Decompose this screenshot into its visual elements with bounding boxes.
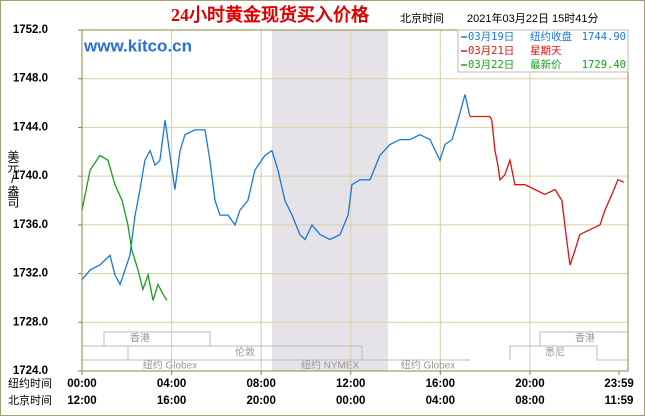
y-tick-label: 1740.0 xyxy=(13,170,48,182)
x-tick-label: 00:00 xyxy=(67,378,96,390)
series-line xyxy=(469,115,625,266)
x-tick-label: 00:00 xyxy=(336,395,365,407)
legend xyxy=(457,29,629,73)
legend-name: 03月21日 xyxy=(468,45,514,57)
session-label: 纽约 Globex xyxy=(143,359,197,372)
x-tick-label: 08:00 xyxy=(515,395,544,407)
y-tick-label: 1732.0 xyxy=(13,268,48,280)
plot-border xyxy=(81,29,629,372)
legend-items: 03月19日 纽约收盘 1744.90 03月21日 星期天 03月22日 最新价 1729.… xyxy=(461,30,626,71)
y-tick-label: 1752.0 xyxy=(13,24,48,36)
subtitle-label: 北京时间 xyxy=(400,11,444,25)
legend-value: 1744.90 xyxy=(582,31,626,43)
session-label: 纽约 NYMEX xyxy=(301,359,360,372)
legend-name: 03月19日 xyxy=(468,31,514,43)
y-tick-label: 1736.0 xyxy=(13,219,48,231)
x-tick-label: 08:00 xyxy=(246,378,275,390)
legend-name: 03月22日 xyxy=(468,59,514,71)
legend-note: 最新价 xyxy=(530,58,562,71)
chart-title: 24小时黄金现货买入价格 xyxy=(171,4,370,25)
x-tick-label: 23:59 xyxy=(604,378,633,390)
session-label: 香港 xyxy=(575,333,595,345)
y-tick-label: 1728.0 xyxy=(13,316,48,328)
series-line xyxy=(81,94,471,287)
y-tick-label: 1724.0 xyxy=(13,365,48,377)
session-label: 伦敦 xyxy=(235,346,255,359)
y-tick-label: 1744.0 xyxy=(13,121,48,133)
x-tick-label: 16:00 xyxy=(157,395,186,407)
session-label: 香港 xyxy=(130,333,150,345)
x-tick-label: 12:00 xyxy=(336,378,365,390)
x-tick-label: 04:00 xyxy=(157,378,186,390)
y-tick-label: 1748.0 xyxy=(13,73,48,85)
session-label: 悉尼 xyxy=(545,347,565,359)
series-line xyxy=(81,154,168,301)
x-tick-label: 20:00 xyxy=(515,378,544,390)
x-row-label: 纽约时间 xyxy=(8,376,52,390)
x-tick-label: 16:00 xyxy=(426,378,455,390)
session-shade xyxy=(272,30,388,371)
legend-note: 星期天 xyxy=(530,45,562,57)
plot xyxy=(81,94,625,301)
x-row-label: 北京时间 xyxy=(8,393,52,407)
watermark: www.kitco.cn xyxy=(83,36,192,55)
session-label: 纽约 Globex xyxy=(401,359,455,372)
legend-value: 1729.40 xyxy=(582,59,626,71)
x-tick-label: 12:00 xyxy=(67,395,96,407)
x-tick-label: 20:00 xyxy=(246,395,275,407)
timestamp: 2021年03月22日 15时41分 xyxy=(467,11,598,25)
x-tick-label: 11:59 xyxy=(605,395,634,407)
legend-note: 纽约收盘 xyxy=(530,30,572,43)
y-axis-label: 美元/盎司 xyxy=(6,150,20,208)
x-tick-label: 04:00 xyxy=(426,395,455,407)
